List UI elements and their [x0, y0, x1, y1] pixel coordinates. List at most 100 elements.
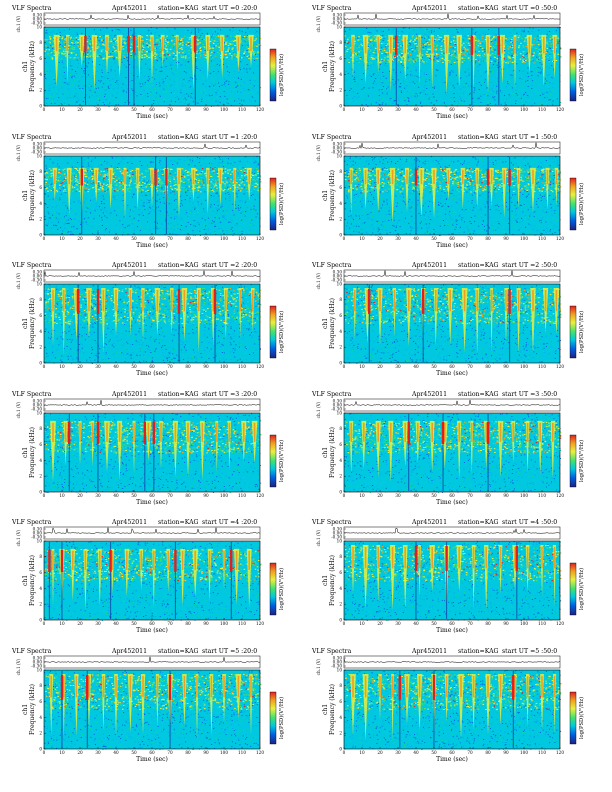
- x-tick-label: 50: [131, 107, 137, 112]
- spectrogram-panel: VLF Spectra Apr452011 station=KAG start UT …: [308, 517, 604, 643]
- burst-mark: [402, 34, 408, 81]
- burst-core-mark: [379, 290, 381, 312]
- burst-mark: [141, 288, 145, 343]
- burst-core-mark: [517, 290, 520, 312]
- y-tick-label: 0: [39, 360, 42, 365]
- strong-burst-line: [399, 670, 401, 748]
- x-tick-label: 40: [413, 750, 419, 755]
- x-tick-label: 120: [256, 364, 264, 369]
- x-tick-label: 110: [538, 621, 546, 626]
- strong-burst-line: [230, 542, 232, 619]
- station-label: station=KAG: [158, 5, 199, 12]
- trace-frame: [43, 12, 261, 26]
- burst-core-mark: [52, 550, 54, 570]
- voltage-trace-line: [43, 399, 261, 406]
- station-label: station=KAG: [458, 134, 499, 141]
- x-axis-label: Time (sec): [136, 499, 168, 506]
- y-axis-label: Frequency (kHz): [329, 555, 336, 606]
- burst-mark: [516, 167, 521, 208]
- start-time-label: start UT =5 :50:0: [502, 648, 557, 655]
- x-tick-label: 50: [131, 236, 137, 241]
- burst-core-mark: [248, 550, 250, 570]
- voltage-trace-line: [343, 657, 561, 663]
- trace-tick-label: -0.30: [31, 149, 42, 154]
- strong-burst-line: [509, 156, 511, 234]
- burst-mark: [404, 167, 410, 212]
- burst-core-mark: [223, 675, 225, 697]
- y-tick-label: 8: [339, 40, 342, 45]
- burst-core-mark: [553, 675, 556, 697]
- trace-tick-label: 0.30: [333, 655, 343, 660]
- x-tick-label: 110: [538, 107, 546, 112]
- burst-core-mark: [75, 290, 78, 312]
- strong-burst-core: [60, 674, 64, 700]
- burst-core-mark: [99, 550, 101, 570]
- burst-core-mark: [490, 290, 493, 312]
- trace-tick-label: -0.30: [31, 20, 42, 25]
- channel-label: ch1: [22, 446, 29, 457]
- colorbar: [269, 305, 277, 359]
- date-label: Apr452011: [411, 5, 447, 12]
- strong-burst-core: [497, 35, 500, 56]
- burst-core-mark: [162, 36, 164, 52]
- spectrogram-panel: VLF Spectra Apr452011 station=KAG start UT …: [308, 3, 604, 129]
- x-tick-label: 0: [343, 621, 346, 626]
- x-tick-label: 10: [59, 493, 65, 498]
- x-tick-label: 0: [343, 493, 346, 498]
- burst-core-mark: [253, 422, 256, 442]
- burst-mark: [475, 288, 480, 355]
- spectrogram-panel: VLF Spectra Apr452011 station=KAG start UT …: [8, 260, 304, 386]
- burst-core-mark: [458, 422, 460, 442]
- channel-label: ch1: [22, 703, 29, 714]
- strong-burst-line: [415, 156, 417, 234]
- burst-core-mark: [183, 290, 186, 312]
- burst-mark: [485, 34, 491, 93]
- y-tick-label: 8: [39, 297, 42, 302]
- burst-core-mark: [404, 36, 406, 54]
- burst-core-mark: [138, 36, 141, 52]
- burst-core-mark: [156, 290, 159, 312]
- x-tick-label: 20: [77, 364, 83, 369]
- x-tick-label: 70: [467, 621, 473, 626]
- burst-mark: [461, 288, 468, 353]
- spectrogram-panel: VLF Spectra Apr452011 station=KAG start UT …: [308, 646, 604, 772]
- burst-mark: [108, 167, 113, 209]
- strong-burst-line: [214, 285, 216, 362]
- spectrogram-svg: VLF Spectra Apr452011 station=KAG start UT …: [311, 262, 585, 377]
- date-label: Apr452011: [411, 519, 447, 526]
- burst-core-mark: [66, 36, 69, 52]
- date-label: Apr452011: [111, 391, 147, 398]
- x-tick-label: 10: [59, 364, 65, 369]
- burst-core-mark: [553, 547, 556, 569]
- date-label: Apr452011: [411, 262, 447, 269]
- strong-burst-line: [133, 28, 135, 105]
- start-time-label: start UT =3 :20:0: [202, 391, 257, 398]
- burst-mark: [135, 167, 140, 210]
- burst-mark: [207, 548, 212, 602]
- strong-burst-core: [132, 35, 136, 53]
- x-tick-label: 70: [467, 750, 473, 755]
- x-tick-label: 50: [131, 364, 137, 369]
- burst-mark: [502, 167, 507, 218]
- strong-burst-line: [422, 285, 424, 362]
- x-tick-label: 90: [503, 621, 509, 626]
- chart-title: VLF Spectra: [11, 5, 52, 12]
- y-tick-label: 2: [339, 345, 342, 350]
- burst-mark: [70, 548, 76, 601]
- y-tick-label: 6: [39, 442, 42, 447]
- x-tick-label: 100: [220, 621, 228, 626]
- y-axis-label: Frequency (kHz): [29, 298, 36, 349]
- burst-core-mark: [178, 169, 180, 184]
- colorbar: [569, 177, 577, 230]
- strong-burst-core: [422, 289, 425, 314]
- station-label: station=KAG: [158, 648, 199, 655]
- x-tick-label: 10: [359, 364, 365, 369]
- burst-core-mark: [366, 290, 369, 312]
- burst-core-mark: [460, 675, 462, 697]
- burst-mark: [246, 167, 252, 201]
- burst-core-mark: [512, 422, 514, 442]
- burst-core-mark: [151, 169, 153, 184]
- x-tick-label: 120: [556, 107, 564, 112]
- station-label: station=KAG: [458, 5, 499, 12]
- strong-burst-line: [86, 670, 88, 748]
